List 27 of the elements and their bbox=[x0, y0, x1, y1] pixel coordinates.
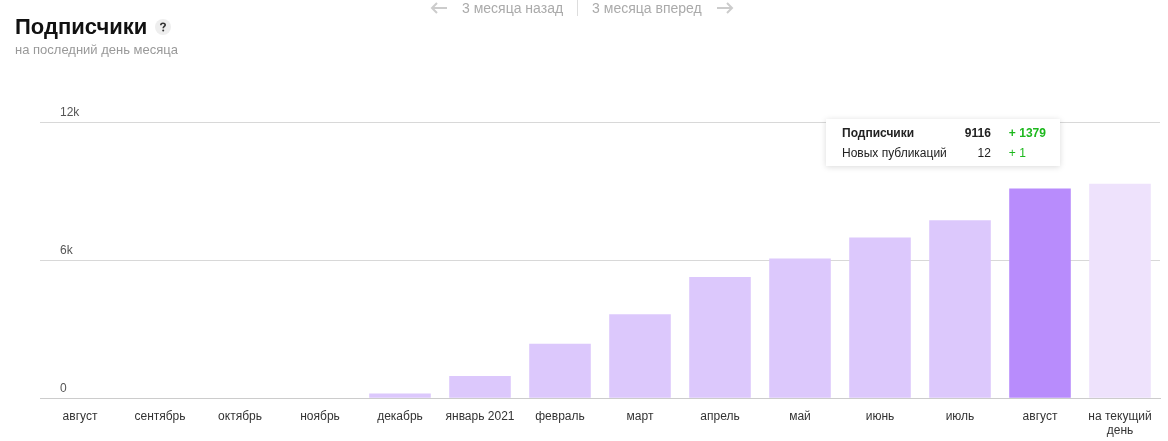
x-tick-label: октябрь bbox=[218, 408, 262, 423]
annotation: + 1 bbox=[1008, 146, 1027, 160]
x-tick-label: сентябрь bbox=[134, 408, 186, 423]
x-tick-label: март bbox=[626, 408, 654, 423]
x-tick-label: январь 2021 bbox=[445, 408, 515, 423]
x-tick-label: июнь bbox=[865, 408, 895, 423]
annotation: Подписчики bbox=[842, 126, 916, 140]
annotation: + 1379 bbox=[1008, 126, 1046, 140]
chart-subtitle: на последний день месяца bbox=[15, 42, 178, 57]
annotation: Новых публикаций bbox=[842, 146, 947, 160]
x-tick-label: май bbox=[789, 408, 811, 423]
x-tick-label: август bbox=[62, 408, 98, 423]
annotation: 12 bbox=[976, 146, 991, 160]
x-tick-label: на текущий день bbox=[1088, 408, 1152, 438]
x-tick-label: август bbox=[1022, 408, 1058, 423]
text: 3 месяца назад bbox=[462, 0, 564, 16]
y-tick-label: 0 bbox=[60, 380, 67, 395]
chart-title: Подписчики bbox=[15, 14, 148, 40]
x-tick-label: декабрь bbox=[377, 408, 423, 423]
x-tick-label: ноябрь bbox=[300, 408, 340, 423]
x-tick-label: февраль bbox=[535, 408, 585, 423]
y-tick-label: 12k bbox=[60, 104, 81, 119]
annotation: 9116 bbox=[964, 126, 991, 140]
x-tick-label: апрель bbox=[700, 408, 740, 423]
x-tick-label: июль bbox=[945, 408, 975, 423]
y-tick-label: 6k bbox=[60, 242, 74, 257]
text: 3 месяца вперед bbox=[592, 0, 702, 16]
